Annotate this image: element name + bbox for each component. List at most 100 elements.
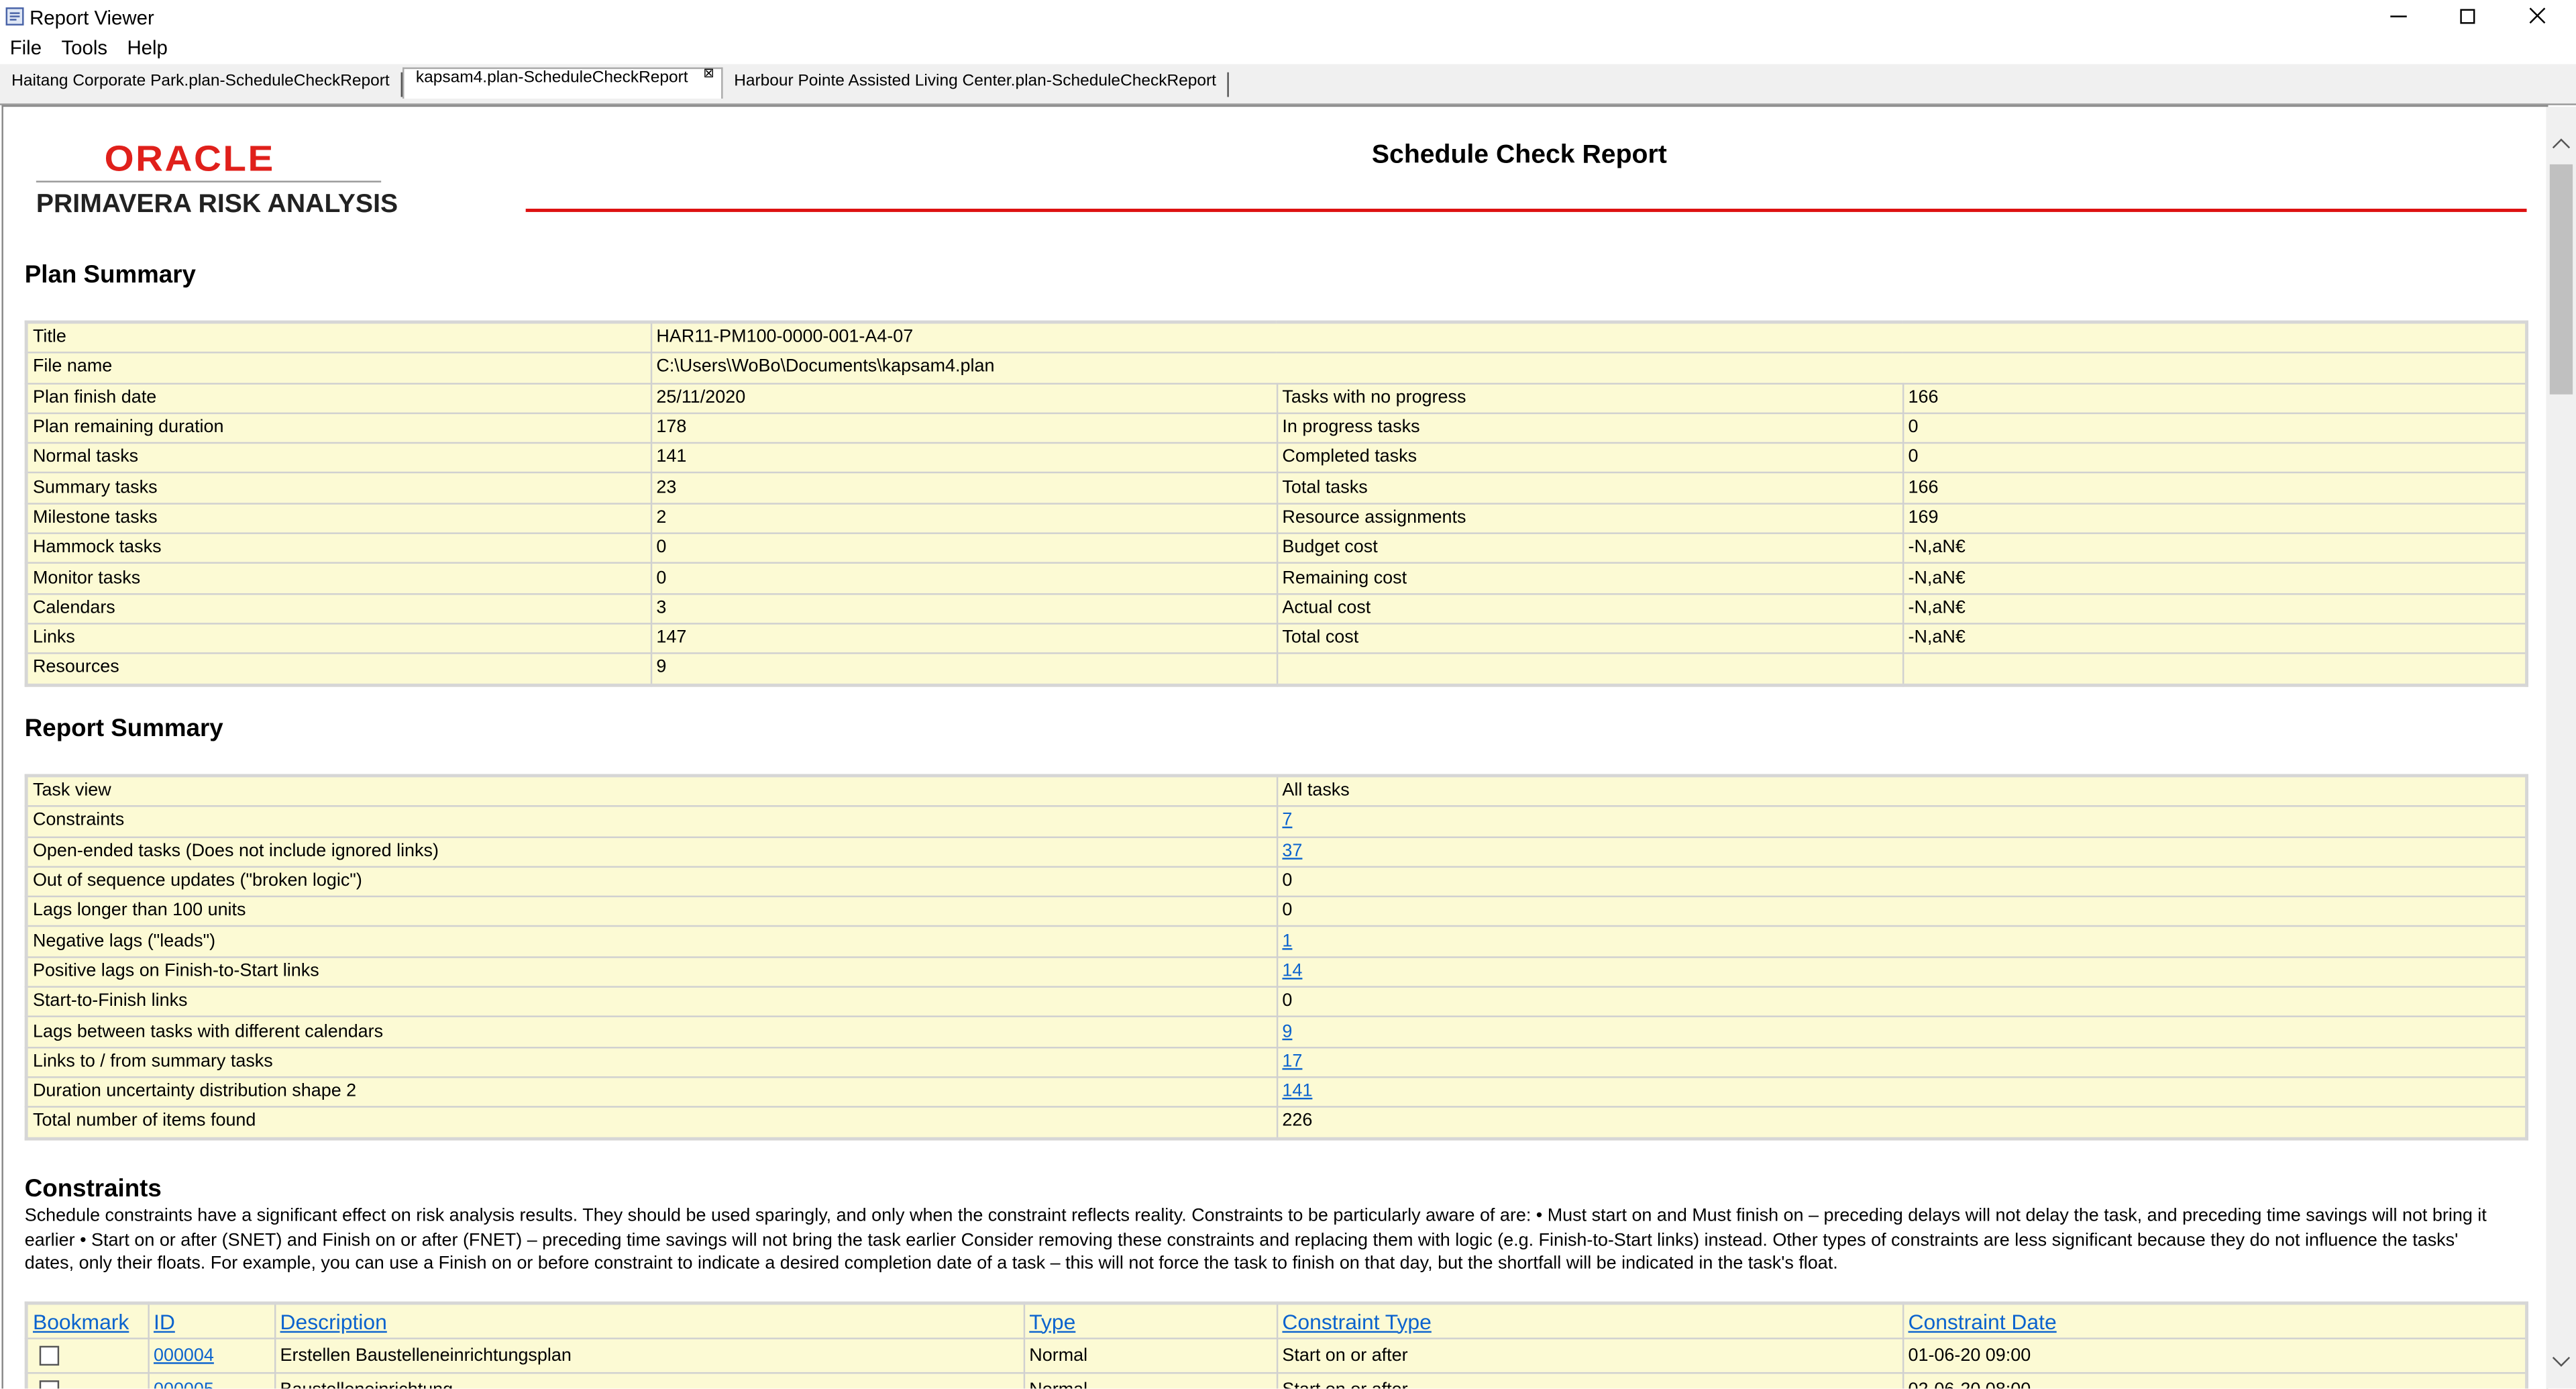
table-row: Summary tasks 23 Total tasks 166 [25,472,2528,505]
cell-value: 17 [1275,1046,2528,1078]
table-row: Out of sequence updates ("broken logic")… [25,866,2528,898]
table-row: Monitor tasks 0 Remaining cost -N,aN€ [25,562,2528,595]
table-row: Start-to-Finish links 0 [25,986,2528,1018]
bookmark-checkbox[interactable] [39,1380,60,1389]
header-row: Bookmark ID Description Type Constraint Type… [25,1302,2528,1339]
cell-value: 37 [1275,835,2528,868]
table-row: Milestone tasks 2 Resource assignments 169 [25,502,2528,535]
title-rule [525,209,2527,212]
value: All tasks [1282,780,1350,801]
cell-date: 01-06-20 09:00 [1901,1337,2528,1374]
cell-label: Links to / from summary tasks [25,1046,1278,1078]
menu-item[interactable]: File [9,36,42,60]
table-row: Constraints 7 [25,805,2528,838]
cell-label: Out of sequence updates ("broken logic") [25,866,1278,898]
cell-value: 169 [1901,502,2528,535]
window-controls [2390,7,2546,24]
column-header: ID [147,1302,276,1339]
column-sort-link[interactable]: Bookmark [32,1308,129,1334]
cell-value: 166 [1901,472,2528,505]
cell-value: 3 [649,593,1278,625]
section-heading: Constraints [24,1175,162,1203]
tab[interactable]: Haitang Corporate Park.plan-ScheduleChec… [0,72,403,97]
cell-value: 178 [649,412,1278,444]
column-sort-link[interactable]: ID [153,1308,175,1334]
column-header: Bookmark [25,1302,149,1339]
cell-value: 0 [649,562,1278,595]
tabs: Haitang Corporate Park.plan-ScheduleChec… [0,65,1230,102]
table-row: Plan finish date 25/11/2020 Tasks with no … [25,382,2528,414]
link[interactable]: 7 [1282,811,1293,831]
menu-item[interactable]: Help [127,36,168,60]
cell-label: Total cost [1275,623,1904,655]
table-row: 000004 Erstellen Baustelleneinrichtungspl… [25,1337,2528,1374]
table-row: Lags longer than 100 units 0 [25,896,2528,928]
cell-constraint-type: Start on or after [1275,1337,1904,1374]
link[interactable]: 1 [1282,931,1293,951]
table-row: Task view All tasks [25,774,2528,808]
restore[interactable] [2460,9,2475,24]
cell-label: Links [25,623,652,655]
section-heading: Report Summary [24,715,223,743]
link[interactable]: 14 [1282,961,1303,981]
cell-label: Resources [25,652,652,686]
table-row: File name C:\Users\WoBo\Documents\kapsam4… [25,352,2528,384]
cell-value: 23 [649,472,1278,505]
bookmark-checkbox[interactable] [39,1345,60,1366]
link[interactable]: 37 [1282,841,1303,861]
table-row: Normal tasks 141 Completed tasks 0 [25,442,2528,474]
cell-value: 0 [1901,412,2528,444]
cell-value: 0 [1275,896,2528,928]
cell-value: -N,aN€ [1901,562,2528,595]
cell-value: 9 [649,652,1278,686]
tab-close[interactable]: ⊠ [703,65,714,81]
link[interactable]: 17 [1282,1051,1303,1072]
logo-oracle: ORACLE [104,138,275,179]
cell-value: 141 [649,442,1278,474]
cell-label: Normal tasks [25,442,652,474]
table-row: Positive lags on Finish-to-Start links 14 [25,956,2528,988]
cell-label: Lags between tasks with different calend… [25,1016,1278,1048]
column-sort-link[interactable]: Constraint Type [1282,1308,1432,1334]
link[interactable]: 141 [1282,1081,1313,1102]
scrollbar[interactable] [2546,107,2576,1389]
task-link[interactable]: 000004 [153,1345,214,1365]
cell-description: Baustelleneinrichtung [273,1372,1024,1389]
cell-value: 0 [1275,866,2528,898]
menu-item[interactable]: Tools [61,36,108,60]
cell-value: All tasks [1275,774,2528,808]
task-link[interactable]: 000005 [154,1380,214,1388]
column-sort-link[interactable]: Description [280,1308,387,1334]
cell-value: -N,aN€ [1901,532,2528,564]
logo-rule [36,181,382,183]
cell-value: 0 [649,532,1278,564]
value: 0 [1282,871,1293,891]
link[interactable]: 9 [1282,1021,1293,1041]
cell-label: File name [25,352,652,384]
report-summary-table: Task view All tasks Constraints 7 Open-ended… [24,774,2528,1140]
cell-label: Open-ended tasks (Does not include ignor… [25,835,1278,868]
table-row: Plan remaining duration 178 In progress ta… [25,412,2528,444]
cell-label: Milestone tasks [25,502,652,535]
cell-label: Actual cost [1275,593,1904,625]
cell-value: 25/11/2020 [649,382,1278,414]
tab[interactable]: Harbour Pointe Assisted Living Center.pl… [722,72,1230,97]
cell-value: 147 [649,623,1278,655]
cell-label: Remaining cost [1275,562,1904,595]
table-row: Title HAR11-PM100-0000-001-A4-07 [25,321,2528,354]
constraints-text: Schedule constraints have a significant … [24,1206,2487,1274]
cell-value: 2 [649,502,1278,535]
table-row: Total number of items found 226 [25,1106,2528,1139]
table-row: Links 147 Total cost -N,aN€ [25,623,2528,655]
plan-summary-table: Title HAR11-PM100-0000-001-A4-07 File name… [24,320,2528,686]
cell-value: 141 [1275,1076,2528,1109]
column-sort-link[interactable]: Type [1029,1308,1076,1334]
cell-value: 0 [1275,986,2528,1018]
value: 0 [1282,991,1293,1011]
tab[interactable]: kapsam4.plan-ScheduleCheckReport ⊠ [402,65,723,99]
cell-value: -N,aN€ [1901,593,2528,625]
column-sort-link[interactable]: Constraint Date [1908,1308,2057,1334]
close[interactable] [2529,7,2546,24]
